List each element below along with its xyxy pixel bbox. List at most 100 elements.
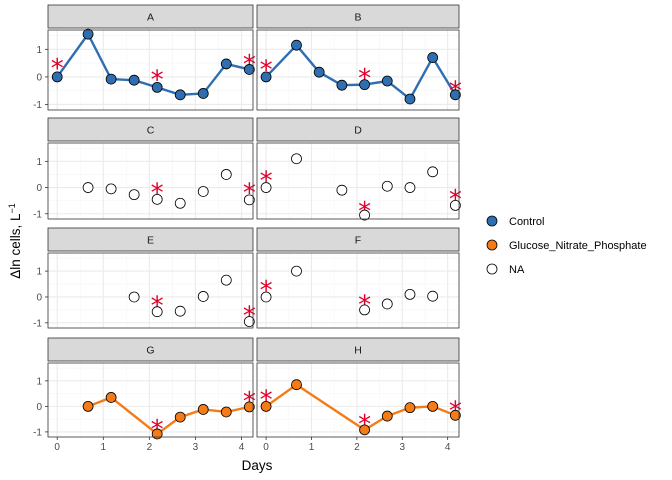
legend-label-control: Control [509,216,544,228]
facet-strip-label: C [147,125,155,137]
gridlines [48,253,253,328]
facet-strip [256,4,460,29]
plot-background [257,253,459,328]
data-point [128,189,140,201]
gridlines [48,143,253,219]
facet-strip-label: A [147,12,154,24]
y-tick-label: 0 [36,292,42,303]
plot-background [48,363,253,437]
facet-strip [256,337,460,362]
data-point [151,81,163,93]
plot-background [48,143,253,219]
panel-border [47,29,254,111]
gridlines [48,363,253,437]
y-tick-label: 0 [36,72,42,83]
data-point [82,400,94,412]
data-point [449,409,461,421]
y-tick-label: -1 [33,427,42,438]
data-point [260,291,272,303]
y-tick-label: 1 [36,45,42,56]
data-point [260,400,272,412]
facet-strip-label: B [354,12,361,24]
data-point [151,428,163,440]
data-point [336,184,348,196]
data-point [336,79,348,91]
facet-strip-label: G [146,345,154,357]
data-point [174,89,186,101]
data-point [260,71,272,83]
gridlines [257,30,459,110]
data-point [449,89,461,101]
facet-strip-label: F [355,235,361,247]
plot-background [257,143,459,219]
panel-border [256,362,460,438]
x-axis-ticks: 0 1 2 3 4 0 1 2 3 4 [54,437,451,453]
panel-border [256,142,460,220]
data-point [427,290,439,302]
data-point [359,79,370,91]
facet-strip [47,117,254,142]
data-point [197,88,209,99]
data-point [174,411,186,423]
y-axis-title-main: Δln cells, L [8,213,23,279]
x-tick-label: 3 [399,442,405,453]
data-point [174,197,186,209]
data-point [151,193,163,205]
data-point [381,298,393,310]
data-point [243,401,255,413]
data-point [220,169,232,180]
data-point [404,93,416,105]
data-point [82,28,94,40]
data-point [105,183,117,195]
facet-strip-label: E [147,235,154,247]
panel-border [47,362,254,438]
y-tick-label: -1 [33,100,42,111]
data-point [105,392,117,403]
panel-border [256,29,460,111]
panel-border [47,142,254,220]
y-tick-label: -1 [33,209,42,220]
data-point [359,304,370,316]
data-point [291,39,302,51]
legend-label-glucose-nitrate-phosphate: Glucose_Nitrate_Phosphate [509,240,647,252]
x-tick-label: 2 [354,442,360,453]
legend-key-na [486,263,498,275]
facet-panel-e: E** [47,227,256,332]
data-point [291,379,302,391]
facet-strip [47,337,254,362]
panel-border [256,252,460,329]
data-point [359,424,370,436]
x-tick-label: 0 [54,442,60,453]
y-axis-ticks: -1 0 1 -1 0 1 -1 0 1 -1 0 1 [33,45,48,438]
data-point [404,182,416,193]
y-axis-title-superscript: −1 [7,203,17,213]
x-tick-label: 1 [309,442,315,453]
data-point [151,306,163,318]
data-point [243,64,255,75]
data-point [359,209,370,221]
data-point [220,58,232,70]
x-tick-label: 4 [445,442,451,453]
legend-key-control [486,215,498,227]
facet-panel-h: H*** [256,337,462,440]
facet-strip [256,227,460,252]
y-tick-label: 1 [36,157,42,168]
x-tick-label: 2 [147,442,153,453]
panel-border [47,252,254,329]
legend-label-na: NA [509,264,525,276]
legend: Control Glucose_Nitrate_Phosphate NA [486,215,647,276]
facet-strip [47,4,254,29]
y-tick-label: 1 [36,267,42,278]
legend-key-glucose-nitrate-phosphate [486,239,498,251]
data-point [174,305,186,317]
y-tick-label: 0 [36,402,42,413]
facet-panel-a: A*** [47,4,256,111]
data-point [449,199,461,211]
y-tick-label: 1 [36,376,42,387]
data-point [381,180,393,192]
data-point [381,410,393,422]
data-point [243,316,255,327]
data-point [381,75,393,87]
y-axis-title: Δln cells, L−1 [7,203,23,279]
